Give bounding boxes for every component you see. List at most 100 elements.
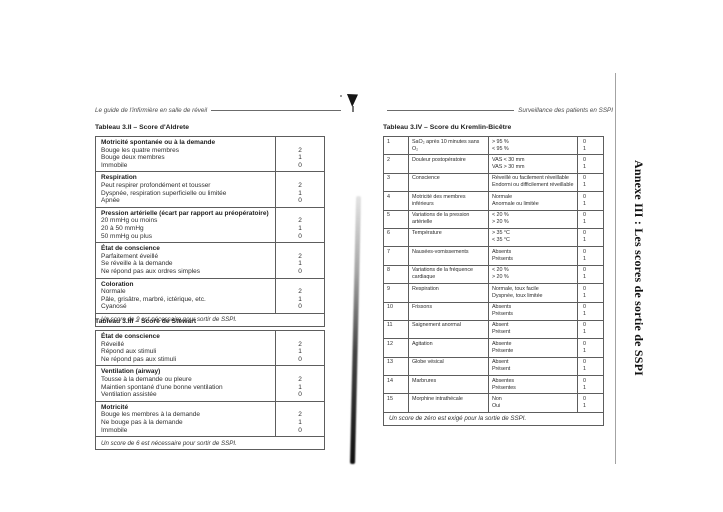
section-item-score: 0 (298, 197, 302, 205)
section-item-score: 2 (298, 411, 302, 419)
section-item-label: Bouge les membres à la demande (101, 411, 201, 419)
row-value: Absent (492, 359, 509, 366)
row-criterion: Saignement anormal (409, 320, 489, 339)
section-item-label: Ne répond pas aux stimuli (101, 355, 177, 363)
section-item-score: 2 (298, 252, 302, 260)
section-item-score: 1 (298, 154, 302, 162)
row-score: 1 (583, 329, 586, 336)
section-item-label: 20 à 50 mmHg (101, 224, 144, 232)
section-item-score: 0 (298, 426, 302, 434)
row-value: Normale (492, 193, 513, 200)
section-item-label: Pâle, grisâtre, marbré, ictérique, etc. (101, 295, 206, 303)
section-item-score: 2 (298, 375, 302, 383)
section-body: Motricité spontanée ou à la demande Bouge… (96, 137, 276, 172)
row-number: 14 (384, 376, 409, 394)
row-score: 1 (583, 219, 586, 226)
page-edge-line (615, 73, 616, 464)
row-number: 6 (384, 228, 409, 247)
section-header: Motricité (101, 403, 129, 411)
row-value: < 35 °C (492, 237, 510, 244)
score-section: Motricité Bouge les membres à la demande N… (96, 401, 324, 438)
section-item-score: 2 (298, 146, 302, 154)
section-item-score: 1 (298, 260, 302, 268)
section-item-label: Cyanosé (101, 303, 127, 311)
section-item-score: 2 (298, 217, 302, 225)
row-value: < 20 % (492, 267, 509, 274)
score-section: Respiration Peut respirer profondément et… (96, 172, 324, 208)
row-criterion: Conscience (409, 173, 489, 192)
row-value: Normale, toux facile (492, 285, 539, 292)
row-number: 12 (384, 339, 409, 357)
row-values: < 20 % > 20 % (489, 265, 578, 284)
section-item-score: 2 (298, 181, 302, 189)
table-row: 2 Douleur postopératoire VAS < 30 mm VAS > … (384, 155, 603, 174)
row-number: 1 (384, 137, 409, 155)
section-item-score: 0 (298, 355, 302, 363)
section-score-spacer (276, 404, 324, 412)
gutter-triangle-mark (346, 94, 358, 107)
section-body: Motricité Bouge les membres à la demande N… (96, 401, 276, 437)
row-criterion: Globe vésical (409, 357, 489, 376)
row-score: 0 (583, 138, 586, 145)
section-item-label: Apnée (101, 197, 120, 205)
section-item-label: Se réveille à la demande (101, 260, 173, 268)
row-number: 3 (384, 173, 409, 192)
row-values: Absentes Présentes (489, 376, 578, 394)
row-score: 1 (583, 163, 586, 170)
row-score: 0 (583, 156, 586, 163)
section-score-spacer (276, 333, 324, 341)
row-value: > 20 % (492, 219, 509, 226)
row-value: Oui (492, 402, 501, 409)
row-number: 11 (384, 320, 409, 339)
section-item-label: 50 mmHg ou plus (101, 232, 152, 240)
row-score: 0 (583, 230, 586, 237)
table-row: 11 Saignement anormal Absent Présent 0 1 (384, 320, 603, 340)
stewart-table-box: État de conscience Réveillé Répond aux sti… (95, 330, 325, 451)
row-value: > 35 °C (492, 230, 510, 237)
row-number: 13 (384, 357, 409, 376)
running-header-left: Le guide de l'infirmière en salle de rév… (95, 107, 345, 114)
row-score: 1 (583, 402, 586, 409)
section-score-spacer (276, 245, 324, 253)
row-score: 1 (583, 311, 586, 318)
section-item-score: 0 (298, 232, 302, 240)
row-score: 0 (583, 340, 586, 347)
section-header: Respiration (101, 174, 137, 182)
row-number: 8 (384, 265, 409, 284)
row-values: Absents Présents (489, 302, 578, 320)
row-value: < 20 % (492, 212, 509, 219)
section-item-label: Dyspnée, respiration superficielle ou li… (101, 189, 227, 197)
row-score: 0 (583, 322, 586, 329)
row-value: Présent (492, 329, 511, 336)
score-section: Coloration Normale Pâle, grisâtre, marbré,… (96, 278, 324, 314)
row-value: Présentes (492, 384, 516, 391)
row-score: 0 (583, 212, 586, 219)
row-value: Anormale ou limitée (492, 200, 539, 207)
row-values: Absent Présent (489, 357, 578, 376)
table-row: 13 Globe vésical Absent Présent 0 1 (384, 357, 603, 377)
row-score: 1 (583, 384, 586, 391)
section-body: État de conscience Réveillé Répond aux sti… (96, 331, 276, 366)
row-score: 0 (583, 248, 586, 255)
row-criterion: SaO₂ après 10 minutes sans O₂ (409, 137, 489, 155)
stewart-sections: État de conscience Réveillé Répond aux sti… (96, 331, 324, 438)
row-number: 15 (384, 394, 409, 412)
row-value: VAS < 30 mm (492, 156, 525, 163)
table-row: 10 Frissons Absents Présents 0 1 (384, 302, 603, 321)
table-row: 5 Variations de la pression artérielle < 2… (384, 210, 603, 229)
row-value: Présents (492, 311, 513, 318)
section-item-label: Peut respirer profondément et tousser (101, 181, 211, 189)
row-values: Normale Anormale ou limitée (489, 192, 578, 210)
section-header: Pression artérielle (écart par rapport a… (101, 209, 269, 217)
row-value: Endormi ou difficilement réveillable (492, 182, 574, 189)
section-item-label: Répond aux stimuli (101, 348, 157, 356)
row-score: 1 (583, 292, 586, 299)
row-score: 1 (583, 255, 586, 262)
